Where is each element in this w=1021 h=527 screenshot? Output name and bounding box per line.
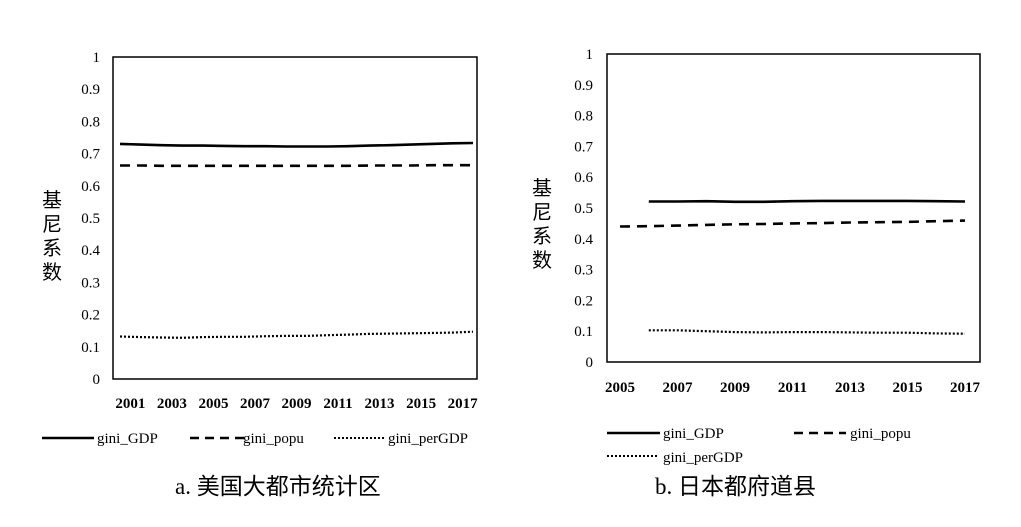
chartA-ytick-label: 0.2 [81,308,100,324]
chart-b-series [619,199,966,335]
chart-a-ylabel-char: 基 [42,189,62,212]
chartB-ytick-label: 0.3 [574,263,593,279]
chartA-ytick-label: 0 [93,372,101,388]
chart-b-ylabel-char: 基 [532,177,552,200]
chartB-ytick-label: 0.9 [574,78,593,94]
chartB-ytick-label: 0.7 [574,139,593,155]
chartA-xtick-label: 2015 [406,396,436,412]
chartB-xtick-label: 2015 [893,380,923,396]
chart-b-legend: gini_GDP gini_popu gini_perGDP [607,426,911,466]
chartA-xtick-label: 2017 [448,396,479,412]
chartA-xtick-label: 2001 [115,396,145,412]
chart-a-plot-frame [112,56,478,380]
chartA-xtick-label: 2009 [282,396,312,412]
chartB-xtick-label: 2007 [663,380,694,396]
chartB-ytick-label: 1 [586,47,594,63]
chart-b-x-ticks: 2005 2007 2009 2011 2013 2015 2017 [605,380,981,396]
chartA-xtick-label: 2007 [240,396,271,412]
legend-label-gini-gdp: gini_GDP [97,431,158,447]
chartB-ytick-label: 0.5 [574,201,593,217]
chartA-ytick-label: 0.6 [81,179,100,195]
chartB-xtick-label: 2005 [605,380,635,396]
chartB-series-gini-popu [619,219,966,228]
chartB-xtick-label: 2017 [950,380,981,396]
chart-a-ylabel-char: 数 [42,261,62,284]
chartB-series-gini-gdp [648,199,966,204]
chart-b-ylabel-char: 数 [532,249,552,272]
chartA-xtick-label: 2005 [198,396,228,412]
chartB-series-gini-pergdp [648,329,966,335]
chartA-xtick-label: 2003 [157,396,187,412]
chartA-ytick-label: 1 [93,50,101,66]
chartB-ytick-label: 0.2 [574,293,593,309]
chartA-ytick-label: 0.5 [81,211,100,227]
chart-a-legend: gini_GDP gini_popu gini_perGDP [42,431,468,447]
chart-b-ylabel-char: 系 [532,225,552,248]
chartA-ytick-label: 0.8 [81,114,100,130]
chartB-xtick-label: 2013 [835,380,865,396]
legend-label-gini-pergdp: gini_perGDP [663,450,743,466]
chart-b-y-ticks: 0 0.1 0.2 0.3 0.4 0.5 0.6 0.7 0.8 0.9 1 [574,47,593,371]
legend-label-gini-popu: gini_popu [243,431,304,447]
chartB-xtick-label: 2011 [778,380,807,396]
chartB-xtick-label: 2009 [720,380,750,396]
chartA-series-gini-popu [120,163,473,168]
chartB-ytick-label: 0.6 [574,170,593,186]
chart-b-plot-frame [606,53,981,363]
chart-a-x-ticks: 2001 2003 2005 2007 2009 2011 2013 2015 2017 [115,396,478,412]
chartA-ytick-label: 0.1 [81,340,100,356]
chart-b: 00.10.20.30.40.50.60.70.80.91 2005 2007 20… [532,47,981,499]
chart-b-caption: b. 日本都府道县 [655,474,816,499]
chartB-ytick-label: 0.1 [574,324,593,340]
chart-a-y-axis-label: 基 尼 系 数 [42,189,62,284]
chartA-ytick-label: 0.7 [81,147,100,163]
chart-a: 00.10.20.30.40.50.60.70.80.91 2001 2003 20… [42,50,478,499]
chart-a-ylabel-char: 系 [42,237,62,260]
chart-b-y-axis-label: 基 尼 系 数 [532,177,552,272]
chart-a-series [119,141,474,339]
legend-label-gini-pergdp: gini_perGDP [388,431,468,447]
chartB-ytick-label: 0.8 [574,109,593,125]
chartA-series-gini-gdp [119,141,474,148]
chartA-ytick-label: 0.9 [81,82,100,98]
chartA-ytick-label: 0.4 [81,243,100,259]
chart-a-y-ticks: 0 0.1 0.2 0.3 0.4 0.5 0.6 0.7 0.8 0.9 1 [81,50,100,388]
chartA-xtick-label: 2011 [323,396,352,412]
legend-label-gini-gdp: gini_GDP [663,426,724,442]
chart-b-ylabel-char: 尼 [532,202,552,224]
chartB-ytick-label: 0 [586,355,594,371]
chartA-ytick-label: 0.3 [81,275,100,291]
chartB-ytick-label: 0.4 [574,232,593,248]
chart-a-ylabel-char: 尼 [42,214,62,236]
chartA-series-gini-pergdp [119,330,474,339]
legend-label-gini-popu: gini_popu [850,426,911,442]
chartA-xtick-label: 2013 [365,396,395,412]
chart-a-caption: a. 美国大都市统计区 [175,474,381,499]
